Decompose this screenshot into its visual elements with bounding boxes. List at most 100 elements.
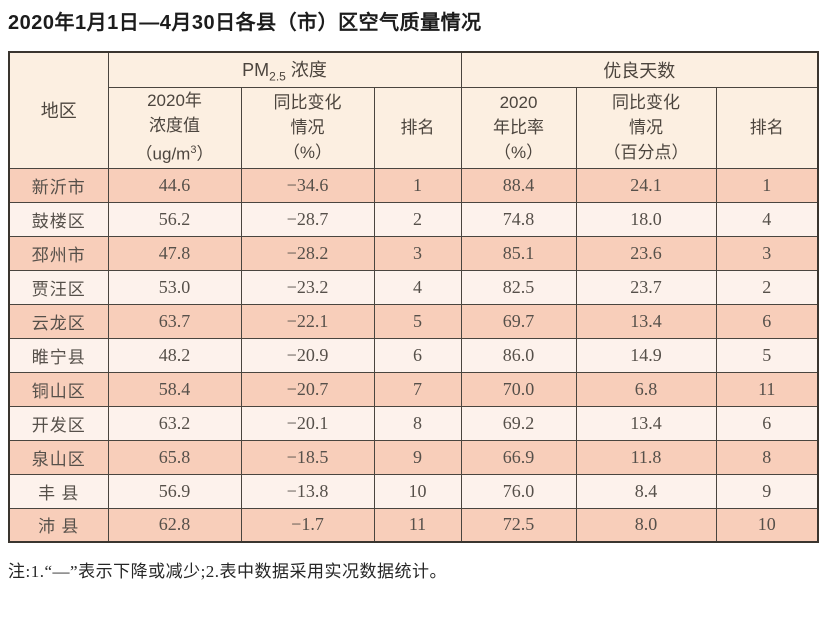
header-pm-value-line2: 浓度值	[149, 116, 200, 136]
cell-gd-rank: 10	[715, 507, 819, 543]
air-quality-table: 地区 PM2.5 浓度 优良天数 2020年 浓度值 （ug/m3） 同比变化 …	[8, 51, 820, 543]
table-row: 泉山区 65.8 −18.5 9 66.9 11.8 8	[8, 439, 819, 475]
header-pm-change-line3: （%）	[282, 143, 333, 162]
cell-pm-rank: 8	[373, 405, 462, 441]
table-row: 邳州市 47.8 −28.2 3 85.1 23.6 3	[8, 235, 819, 271]
cell-pm-value: 65.8	[107, 439, 242, 475]
cell-pm-rank: 9	[373, 439, 462, 475]
header-gd-rate: 2020 年比率 （%）	[460, 86, 577, 169]
header-pm-value-unit: （ug/m3）	[109, 138, 240, 167]
cell-gd-rate: 69.7	[460, 303, 577, 339]
header-pm-value: 2020年 浓度值 （ug/m3）	[107, 86, 242, 169]
table-row: 云龙区 63.7 −22.1 5 69.7 13.4 6	[8, 303, 819, 339]
cell-gd-rate: 74.8	[460, 201, 577, 237]
cell-pm-change: −34.6	[240, 167, 375, 203]
cell-gd-change: 6.8	[575, 371, 717, 407]
cell-pm-change: −1.7	[240, 507, 375, 543]
cell-pm-value: 58.4	[107, 371, 242, 407]
cell-region: 沛 县	[8, 507, 109, 543]
cell-gd-rank: 8	[715, 439, 819, 475]
cell-region: 新沂市	[8, 167, 109, 203]
cell-region: 开发区	[8, 405, 109, 441]
header-sub-row: 2020年 浓度值 （ug/m3） 同比变化 情况 （%） 排名 2020 年比…	[9, 86, 819, 169]
table-row: 新沂市 44.6 −34.6 1 88.4 24.1 1	[8, 167, 819, 203]
cell-pm-change: −20.7	[240, 371, 375, 407]
header-gd-rank: 排名	[715, 86, 819, 169]
cell-gd-rate: 88.4	[460, 167, 577, 203]
cell-gd-rate: 86.0	[460, 337, 577, 373]
cell-gd-change: 14.9	[575, 337, 717, 373]
cell-gd-change: 11.8	[575, 439, 717, 475]
cell-region: 泉山区	[8, 439, 109, 475]
table-row: 睢宁县 48.2 −20.9 6 86.0 14.9 5	[8, 337, 819, 373]
cell-gd-change: 8.4	[575, 473, 717, 509]
table-row: 丰 县 56.9 −13.8 10 76.0 8.4 9	[8, 473, 819, 509]
cell-gd-rate: 70.0	[460, 371, 577, 407]
table-row: 沛 县 62.8 −1.7 11 72.5 8.0 10	[8, 507, 819, 543]
cell-pm-value: 53.0	[107, 269, 242, 305]
cell-gd-rate: 76.0	[460, 473, 577, 509]
cell-pm-value: 48.2	[107, 337, 242, 373]
cell-gd-rate: 69.2	[460, 405, 577, 441]
cell-gd-rank: 6	[715, 303, 819, 339]
cell-pm-value: 56.9	[107, 473, 242, 509]
cell-pm-rank: 11	[373, 507, 462, 543]
cell-gd-rank: 3	[715, 235, 819, 271]
cell-gd-change: 13.4	[575, 303, 717, 339]
cell-pm-value: 47.8	[107, 235, 242, 271]
header-pm-value-line1: 2020年	[147, 91, 202, 111]
cell-gd-rank: 5	[715, 337, 819, 373]
header-gd-rate-line1: 2020	[499, 93, 538, 112]
cell-pm-change: −22.1	[240, 303, 375, 339]
cell-gd-rate: 66.9	[460, 439, 577, 475]
header-region: 地区	[8, 51, 109, 169]
cell-region: 云龙区	[8, 303, 109, 339]
cell-gd-rate: 82.5	[460, 269, 577, 305]
header-pm-change-line1: 同比变化	[273, 93, 342, 112]
cell-pm-change: −18.5	[240, 439, 375, 475]
cell-region: 铜山区	[8, 371, 109, 407]
header-group-good-days: 优良天数	[460, 51, 819, 88]
table-row: 贾汪区 53.0 −23.2 4 82.5 23.7 2	[8, 269, 819, 305]
cell-pm-rank: 5	[373, 303, 462, 339]
header-pm-change: 同比变化 情况 （%）	[240, 86, 375, 169]
cell-pm-change: −28.7	[240, 201, 375, 237]
cell-pm-value: 63.7	[107, 303, 242, 339]
cell-pm-value: 44.6	[107, 167, 242, 203]
header-gd-rate-line3: （%）	[493, 143, 544, 162]
cell-gd-rate: 85.1	[460, 235, 577, 271]
footnote: 注:1.“—”表示下降或减少;2.表中数据采用实况数据统计。	[8, 562, 448, 581]
header-gd-change-line3: （百分点）	[603, 143, 689, 162]
cell-gd-change: 23.6	[575, 235, 717, 271]
cell-pm-change: −28.2	[240, 235, 375, 271]
cell-gd-change: 18.0	[575, 201, 717, 237]
cell-pm-rank: 4	[373, 269, 462, 305]
cell-gd-change: 23.7	[575, 269, 717, 305]
header-gd-change-line2: 情况	[629, 118, 664, 137]
cell-pm-change: −13.8	[240, 473, 375, 509]
cell-gd-change: 8.0	[575, 507, 717, 543]
header-gd-change: 同比变化 情况 （百分点）	[575, 86, 717, 169]
cell-gd-rank: 4	[715, 201, 819, 237]
cell-region: 睢宁县	[8, 337, 109, 373]
cell-pm-rank: 2	[373, 201, 462, 237]
cell-pm-rank: 10	[373, 473, 462, 509]
cell-pm-rank: 6	[373, 337, 462, 373]
cell-pm-change: −20.9	[240, 337, 375, 373]
cell-gd-rank: 11	[715, 371, 819, 407]
cell-gd-rate: 72.5	[460, 507, 577, 543]
cell-region: 鼓楼区	[8, 201, 109, 237]
cell-region: 丰 县	[8, 473, 109, 509]
cell-pm-rank: 7	[373, 371, 462, 407]
pm-label-prefix: PM	[242, 59, 270, 80]
cell-pm-value: 62.8	[107, 507, 242, 543]
table-row: 开发区 63.2 −20.1 8 69.2 13.4 6	[8, 405, 819, 441]
page-title: 2020年1月1日—4月30日各县（市）区空气质量情况	[8, 12, 482, 34]
header-gd-change-line1: 同比变化	[612, 93, 681, 112]
table-row: 鼓楼区 56.2 −28.7 2 74.8 18.0 4	[8, 201, 819, 237]
cell-region: 邳州市	[8, 235, 109, 271]
header-group-pm25: PM2.5 浓度	[107, 51, 462, 88]
cell-pm-rank: 1	[373, 167, 462, 203]
table-header: 地区 PM2.5 浓度 优良天数 2020年 浓度值 （ug/m3） 同比变化 …	[8, 51, 819, 169]
